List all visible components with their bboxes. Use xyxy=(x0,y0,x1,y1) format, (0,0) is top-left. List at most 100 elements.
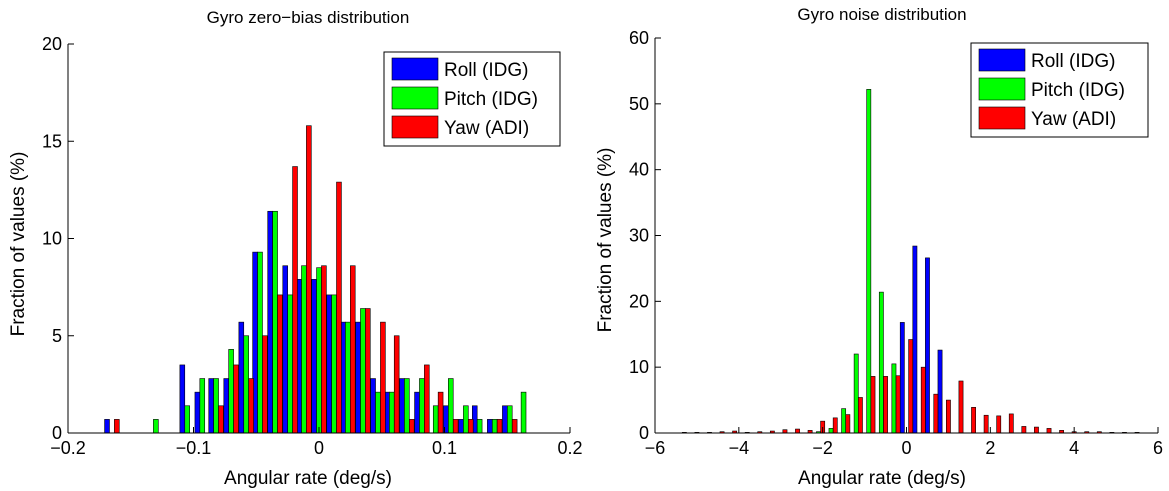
right-bar-1-14 xyxy=(853,353,859,434)
right-legend-swatch-2 xyxy=(978,106,1026,130)
left-bar-1-20 xyxy=(448,378,454,434)
left-bar-1-2 xyxy=(184,405,190,434)
left-bar-0-24 xyxy=(502,405,508,434)
left-bar-0-6 xyxy=(238,321,245,434)
left-ytick-label-3: 15 xyxy=(42,131,62,151)
left-bar-1-10 xyxy=(301,265,307,434)
left-bar-0-15 xyxy=(370,378,376,434)
left-legend-swatch-2 xyxy=(391,115,439,139)
right-xtick-label-0: −6 xyxy=(645,438,666,458)
left-bar-2-6 xyxy=(248,378,254,434)
left-bar-2-9 xyxy=(292,166,298,434)
right-ytick-label-4: 40 xyxy=(629,160,649,180)
right-legend-label-2: Yaw (ADI) xyxy=(1031,109,1116,130)
left-bar-2-14 xyxy=(365,308,371,434)
right-bar-2-27 xyxy=(1021,426,1027,434)
right-ytick-label-1: 10 xyxy=(629,357,649,377)
left-bar-2-10 xyxy=(306,125,312,434)
right-legend-label-1: Pitch (IDG) xyxy=(1031,80,1125,101)
right-xtick-label-3: 0 xyxy=(901,438,911,458)
left-bar-0-17 xyxy=(399,378,405,434)
left-legend-label-1: Pitch (IDG) xyxy=(444,89,538,110)
left-bar-1-8 xyxy=(272,210,278,434)
left-bar-2-21 xyxy=(467,419,474,434)
right-bar-2-19 xyxy=(920,366,926,434)
left-bar-1-4 xyxy=(213,378,219,434)
left-bar-0-5 xyxy=(223,378,229,434)
left-chart: Gyro zero−bias distribution Angular rate… xyxy=(8,8,583,489)
left-ytick-label-4: 20 xyxy=(42,34,62,54)
left-bar-2-13 xyxy=(350,265,356,434)
right-xtick-label-1: −4 xyxy=(729,438,750,458)
left-bar-0-12 xyxy=(326,294,332,434)
right-ytick-label-3: 30 xyxy=(629,226,649,246)
right-xtick-label-5: 4 xyxy=(1069,438,1079,458)
left-bar-2-0 xyxy=(114,419,120,434)
right-bar-0-19 xyxy=(912,245,918,434)
left-legend-swatch-1 xyxy=(391,86,439,110)
left-bar-0-4 xyxy=(208,378,214,434)
right-bar-2-17 xyxy=(895,375,901,434)
left-legend-label-2: Yaw (ADI) xyxy=(444,118,529,139)
right-xtick-label-2: −2 xyxy=(812,438,833,458)
right-legend-swatch-0 xyxy=(978,48,1026,72)
left-bar-2-23 xyxy=(496,419,503,434)
left-xtick-label-2: 0 xyxy=(314,438,324,458)
right-bar-1-13 xyxy=(841,408,847,434)
left-bar-0-11 xyxy=(311,279,317,434)
right-bar-2-24 xyxy=(983,414,989,434)
right-bar-2-28 xyxy=(1034,426,1039,434)
left-bar-1-11 xyxy=(316,267,322,434)
right-bar-2-22 xyxy=(958,380,964,434)
left-legend-label-0: Roll (IDG) xyxy=(444,60,528,81)
left-bar-1-15 xyxy=(375,391,381,434)
right-bar-0-21 xyxy=(937,349,943,434)
right-chart: Gyro noise distribution Angular rate (de… xyxy=(595,5,1163,489)
left-chart-ylabel: Fraction of values (%) xyxy=(8,152,29,337)
left-legend: Roll (IDG) Pitch (IDG) Yaw (ADI) xyxy=(383,51,561,147)
right-bar-2-25 xyxy=(996,415,1002,434)
right-legend-label-0: Roll (IDG) xyxy=(1031,51,1115,72)
left-bar-1-1 xyxy=(153,419,159,434)
right-legend: Roll (IDG) Pitch (IDG) Yaw (ADI) xyxy=(970,42,1149,138)
left-ytick-label-0: 0 xyxy=(52,423,62,443)
right-bar-0-20 xyxy=(925,257,930,434)
right-xtick-label-4: 2 xyxy=(985,438,995,458)
left-bar-2-15 xyxy=(380,321,386,434)
left-bar-1-17 xyxy=(404,378,410,434)
left-bar-2-17 xyxy=(408,419,415,434)
right-chart-xlabel: Angular rate (deg/s) xyxy=(798,468,966,489)
right-bar-2-20 xyxy=(933,393,939,434)
right-bar-2-29 xyxy=(1046,428,1052,434)
left-ytick-label-1: 5 xyxy=(52,326,62,346)
right-bar-2-9 xyxy=(795,428,800,434)
left-bar-0-3 xyxy=(194,391,201,434)
left-xtick-label-1: −0.1 xyxy=(176,438,212,458)
right-bar-1-17 xyxy=(891,363,897,434)
left-xtick-label-4: 0.2 xyxy=(557,438,582,458)
left-bar-0-2 xyxy=(179,364,186,434)
left-ytick-label-2: 10 xyxy=(42,229,62,249)
right-chart-title: Gyro noise distribution xyxy=(797,5,966,24)
right-bar-2-26 xyxy=(1008,413,1014,434)
left-bar-1-5 xyxy=(228,349,234,434)
left-chart-title: Gyro zero−bias distribution xyxy=(207,8,410,27)
left-bar-0-21 xyxy=(458,419,464,434)
left-bar-1-3 xyxy=(199,378,206,434)
right-bar-2-21 xyxy=(946,399,951,434)
left-xtick-label-3: 0.1 xyxy=(432,438,457,458)
left-bar-0-9 xyxy=(282,265,288,434)
left-bar-2-11 xyxy=(321,265,327,434)
left-bar-0-0 xyxy=(104,419,110,434)
left-bar-0-18 xyxy=(414,391,420,434)
left-bar-1-14 xyxy=(360,308,366,434)
left-bar-1-7 xyxy=(257,251,263,434)
left-bar-2-5 xyxy=(233,364,239,434)
right-bar-2-14 xyxy=(857,397,863,434)
left-bar-2-4 xyxy=(218,405,224,434)
left-bar-2-8 xyxy=(277,294,283,434)
left-bar-2-20 xyxy=(452,419,459,434)
left-bar-0-8 xyxy=(267,210,273,434)
